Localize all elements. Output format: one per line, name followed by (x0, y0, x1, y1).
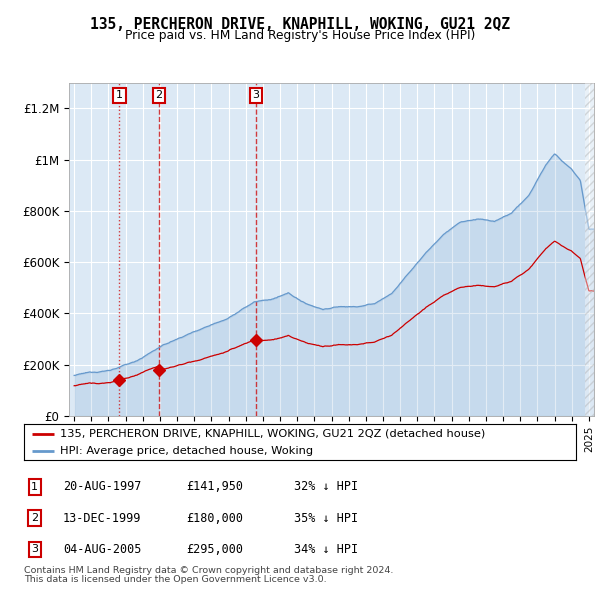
Text: 20-AUG-1997: 20-AUG-1997 (63, 480, 142, 493)
Text: 2: 2 (31, 513, 38, 523)
Text: 04-AUG-2005: 04-AUG-2005 (63, 543, 142, 556)
Text: 13-DEC-1999: 13-DEC-1999 (63, 512, 142, 525)
Text: 1: 1 (116, 90, 123, 100)
Text: 1: 1 (31, 482, 38, 491)
Text: 34% ↓ HPI: 34% ↓ HPI (294, 543, 358, 556)
Text: 135, PERCHERON DRIVE, KNAPHILL, WOKING, GU21 2QZ: 135, PERCHERON DRIVE, KNAPHILL, WOKING, … (90, 17, 510, 31)
Text: 32% ↓ HPI: 32% ↓ HPI (294, 480, 358, 493)
Text: 2: 2 (155, 90, 163, 100)
Text: This data is licensed under the Open Government Licence v3.0.: This data is licensed under the Open Gov… (24, 575, 326, 584)
Text: Price paid vs. HM Land Registry's House Price Index (HPI): Price paid vs. HM Land Registry's House … (125, 30, 475, 42)
Text: 35% ↓ HPI: 35% ↓ HPI (294, 512, 358, 525)
Text: £141,950: £141,950 (186, 480, 243, 493)
Text: HPI: Average price, detached house, Woking: HPI: Average price, detached house, Woki… (60, 446, 313, 456)
Text: £180,000: £180,000 (186, 512, 243, 525)
Text: 135, PERCHERON DRIVE, KNAPHILL, WOKING, GU21 2QZ (detached house): 135, PERCHERON DRIVE, KNAPHILL, WOKING, … (60, 429, 485, 439)
Text: 3: 3 (253, 90, 259, 100)
Text: 3: 3 (31, 545, 38, 554)
Text: £295,000: £295,000 (186, 543, 243, 556)
Text: Contains HM Land Registry data © Crown copyright and database right 2024.: Contains HM Land Registry data © Crown c… (24, 566, 394, 575)
